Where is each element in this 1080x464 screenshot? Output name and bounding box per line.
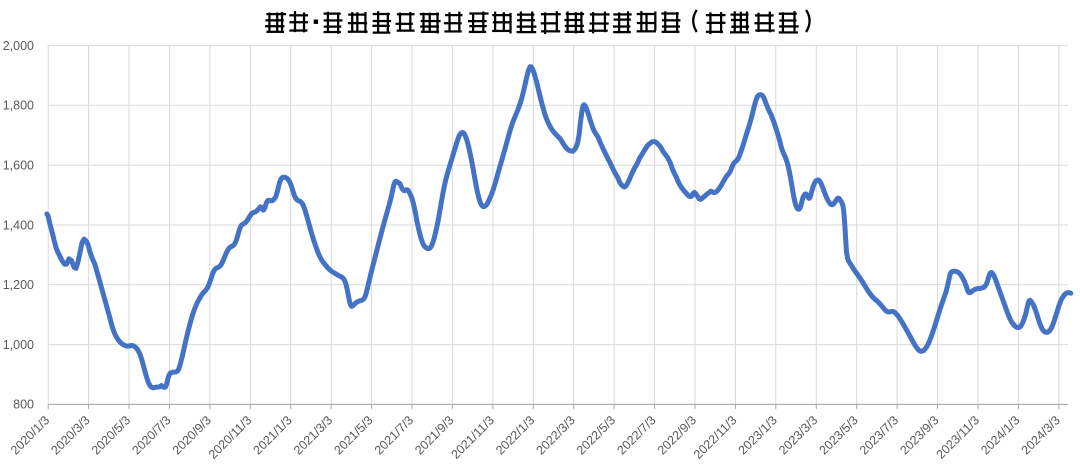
svg-text:1,000: 1,000 xyxy=(3,338,34,352)
svg-text:1,400: 1,400 xyxy=(3,218,34,232)
svg-text:2,000: 2,000 xyxy=(3,39,34,53)
svg-text:1,800: 1,800 xyxy=(3,99,34,113)
svg-text:1,600: 1,600 xyxy=(3,159,34,173)
svg-text:800: 800 xyxy=(13,398,34,412)
svg-text:1,200: 1,200 xyxy=(3,278,34,292)
